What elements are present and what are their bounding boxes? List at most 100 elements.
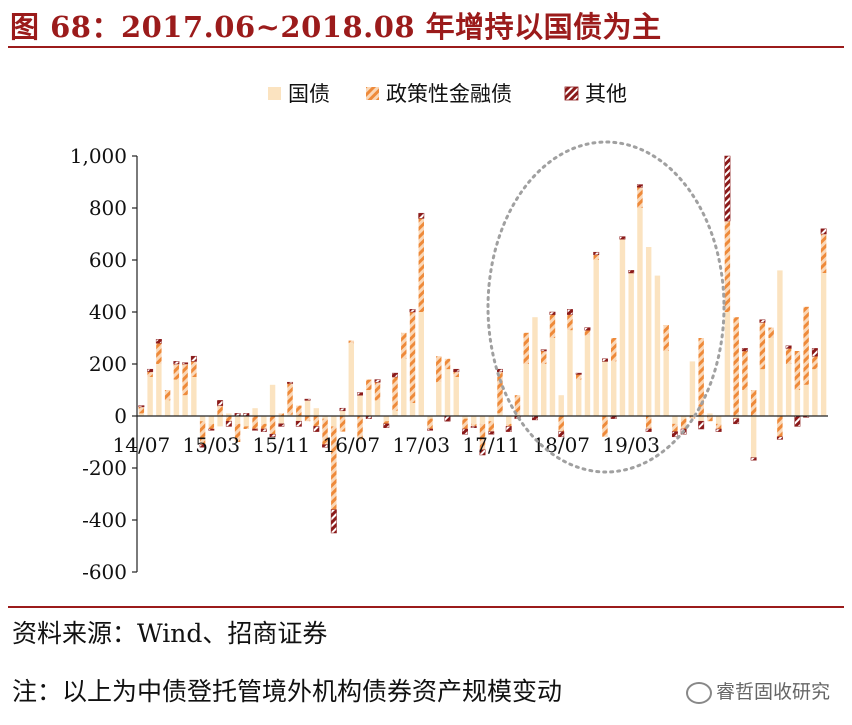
policy-bar bbox=[663, 325, 669, 351]
policy-bar bbox=[208, 423, 215, 429]
policy-bar bbox=[401, 332, 407, 359]
other-bar bbox=[505, 426, 512, 432]
govt-bar bbox=[619, 239, 626, 416]
policy-bar bbox=[567, 314, 573, 331]
other-bar bbox=[409, 309, 416, 313]
govt-bar bbox=[584, 335, 591, 416]
other-bar bbox=[715, 428, 722, 432]
govt-bar bbox=[304, 400, 311, 416]
wechat-icon bbox=[685, 681, 712, 704]
other-bar bbox=[182, 362, 189, 365]
other-bar bbox=[278, 423, 285, 427]
y-tick-label: 400 bbox=[89, 300, 127, 324]
govt-bar bbox=[759, 369, 766, 416]
other-bar bbox=[741, 348, 748, 352]
policy-bar bbox=[409, 312, 416, 403]
other-bar bbox=[138, 405, 145, 408]
policy-bar bbox=[453, 371, 459, 377]
other-bar bbox=[750, 457, 757, 461]
govt-bar bbox=[173, 379, 180, 416]
govt-bar bbox=[383, 416, 389, 422]
govt-bar bbox=[803, 384, 809, 416]
policy-bar bbox=[436, 356, 442, 383]
govt-bar bbox=[217, 416, 223, 427]
y-tick-label: -200 bbox=[82, 456, 127, 480]
govt-bar bbox=[794, 390, 801, 416]
watermark: 睿哲固收研究 bbox=[685, 677, 830, 704]
legend-swatch-policy bbox=[366, 87, 379, 100]
other-bar bbox=[785, 345, 792, 349]
policy-bar bbox=[252, 416, 258, 429]
other-bar bbox=[295, 420, 302, 427]
policy-bar bbox=[698, 338, 704, 416]
other-bar bbox=[636, 184, 643, 188]
govt-bar bbox=[698, 416, 704, 422]
policy-bar bbox=[506, 423, 512, 427]
policy-bar bbox=[313, 416, 320, 427]
x-tick-label: 16/07 bbox=[322, 433, 380, 457]
policy-bar bbox=[269, 416, 276, 435]
govt-bar bbox=[278, 416, 285, 424]
other-bar bbox=[593, 251, 600, 256]
other-bar bbox=[418, 212, 425, 219]
govt-bar bbox=[506, 416, 512, 424]
govt-bar bbox=[339, 410, 346, 416]
govt-bar bbox=[637, 208, 643, 416]
policy-bar bbox=[296, 405, 302, 416]
policy-bar bbox=[820, 234, 827, 273]
govt-bar bbox=[357, 395, 363, 416]
govt-bar bbox=[628, 273, 634, 416]
other-bar bbox=[724, 155, 731, 222]
govt-bar bbox=[514, 413, 521, 416]
policy-bar bbox=[593, 254, 599, 260]
govt-bar bbox=[366, 390, 372, 416]
policy-bar bbox=[759, 322, 766, 370]
policy-bar bbox=[689, 416, 696, 419]
other-bar bbox=[575, 372, 582, 375]
other-bar bbox=[628, 270, 635, 274]
y-tick-label: -600 bbox=[82, 560, 127, 584]
govt-bar bbox=[234, 416, 241, 424]
govt-bar bbox=[497, 413, 503, 416]
govt-bar bbox=[541, 364, 547, 416]
govt-bar bbox=[208, 416, 215, 424]
other-bar bbox=[217, 400, 224, 406]
govt-bar bbox=[147, 377, 153, 416]
policy-bar bbox=[278, 413, 285, 416]
policy-bar bbox=[523, 332, 529, 364]
policy-bar bbox=[418, 218, 424, 312]
other-bar bbox=[374, 379, 381, 383]
other-bar bbox=[453, 368, 460, 373]
policy-bar bbox=[173, 364, 180, 380]
policy-bar bbox=[156, 343, 162, 364]
policy-bar bbox=[610, 338, 617, 362]
policy-bar bbox=[558, 416, 564, 432]
y-axis: 1,000 800 600 400 200 0 -200 -400 -600 bbox=[70, 144, 138, 584]
govt-bar bbox=[296, 416, 302, 422]
govt-bar bbox=[593, 260, 599, 416]
govt-bar bbox=[392, 410, 398, 416]
policy-bar bbox=[707, 416, 713, 422]
source-note: 资料来源：Wind、招商证券 bbox=[12, 619, 328, 648]
govt-bar bbox=[820, 273, 827, 416]
govt-bar bbox=[436, 382, 442, 416]
other-bar bbox=[392, 372, 398, 378]
footnote: 注：以上为中债登托管境外机构债券资产规模变动 bbox=[12, 677, 563, 706]
other-bar bbox=[269, 433, 276, 438]
other-bar bbox=[488, 431, 495, 435]
govt-bar bbox=[785, 364, 792, 416]
legend-swatch-other bbox=[564, 86, 579, 101]
other-bar bbox=[304, 398, 311, 401]
govt-bar bbox=[558, 395, 564, 416]
govt-bar bbox=[322, 416, 328, 419]
policy-bar bbox=[715, 423, 722, 429]
govt-bar bbox=[287, 414, 293, 416]
highlight-ellipse bbox=[486, 140, 726, 474]
watermark-text: 睿哲固收研究 bbox=[715, 681, 830, 703]
x-tick-label: 14/07 bbox=[113, 433, 171, 457]
govt-bar bbox=[261, 416, 267, 424]
y-tick-label: 600 bbox=[89, 248, 127, 272]
x-tick-label: 17/11 bbox=[462, 433, 520, 457]
govt-bar bbox=[680, 416, 687, 419]
policy-bar bbox=[733, 317, 739, 416]
